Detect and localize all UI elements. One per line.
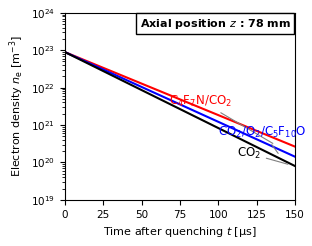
Y-axis label: Electron density $n_\mathrm{e}$ [m$^{-3}$]: Electron density $n_\mathrm{e}$ [m$^{-3}…: [7, 35, 26, 177]
X-axis label: Time after quenching $t$ [μs]: Time after quenching $t$ [μs]: [103, 225, 257, 239]
Text: Axial position $z$ : 78 mm: Axial position $z$ : 78 mm: [139, 16, 290, 31]
Text: CO$_2$: CO$_2$: [237, 146, 288, 164]
Text: CO$_2$/O$_2$/C$_5$F$_{10}$O: CO$_2$/O$_2$/C$_5$F$_{10}$O: [218, 124, 307, 154]
Text: C$_4$F$_7$N/CO$_2$: C$_4$F$_7$N/CO$_2$: [169, 93, 273, 143]
